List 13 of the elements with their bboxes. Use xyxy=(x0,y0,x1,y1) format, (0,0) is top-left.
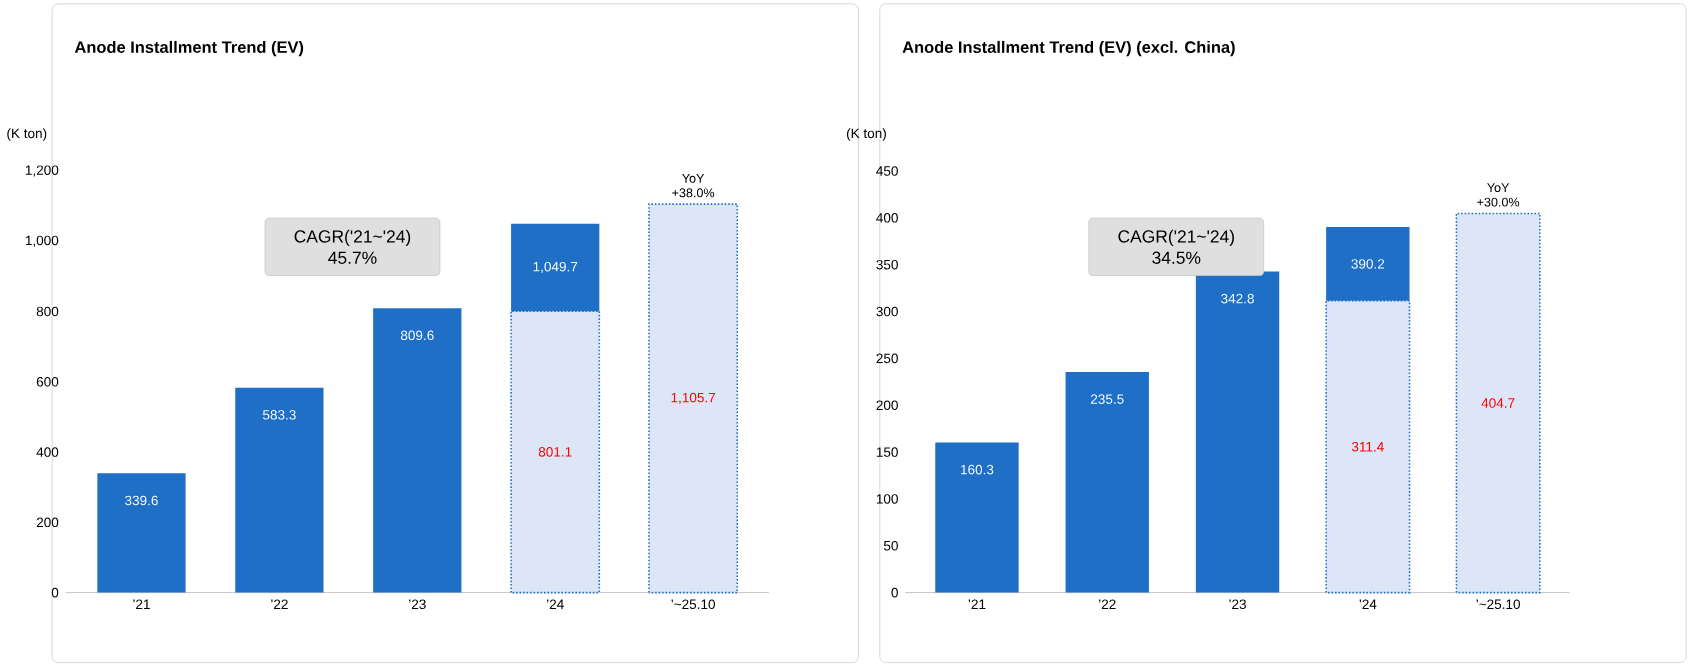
bar xyxy=(373,307,462,593)
chart-title: Anode Installment Trend (EV) xyxy=(74,40,304,57)
bar xyxy=(1065,371,1149,593)
annotation: CAGR('21~'24) xyxy=(294,229,411,246)
bar xyxy=(935,442,1019,593)
bar xyxy=(1455,212,1541,594)
bar xyxy=(648,203,739,594)
annotation: 34.5% xyxy=(1152,251,1201,264)
annotation: CAGR('21~'24) xyxy=(1118,229,1234,246)
bar xyxy=(235,387,324,593)
chart-title: Anode Installment Trend (EV) (excl. China) xyxy=(902,40,1235,57)
bar xyxy=(97,473,186,593)
annotation: 45.7% xyxy=(328,251,377,264)
